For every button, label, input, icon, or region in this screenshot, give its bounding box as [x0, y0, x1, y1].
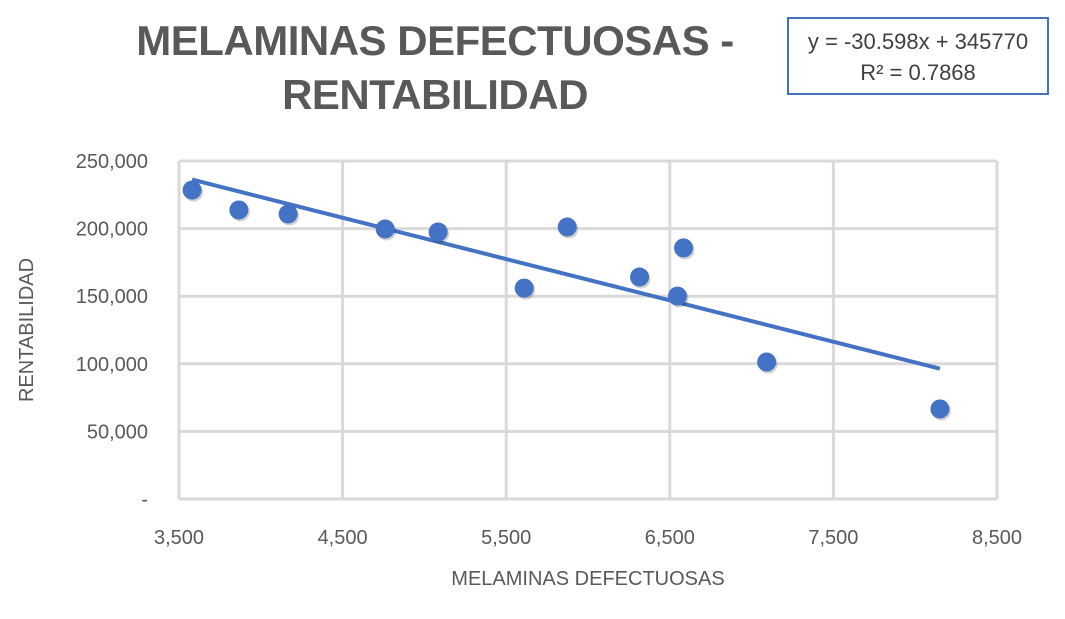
- y-tick-label: 50,000: [87, 421, 148, 443]
- data-point: [514, 278, 534, 298]
- y-tick-label: 150,000: [76, 286, 148, 308]
- data-point: [557, 217, 577, 237]
- y-tick-label: 100,000: [76, 354, 148, 376]
- y-axis-label: RENTABILIDAD: [16, 258, 38, 402]
- data-point: [428, 222, 448, 242]
- trendline-group: [191, 177, 941, 371]
- data-point: [930, 399, 950, 419]
- r-squared: R² = 0.7868: [860, 60, 976, 85]
- x-tick-label: 4,500: [318, 527, 368, 549]
- x-tick-label: 7,500: [808, 527, 858, 549]
- data-point: [375, 219, 395, 239]
- x-tick-label: 6,500: [645, 527, 695, 549]
- y-tick-label: -: [141, 489, 148, 511]
- data-points: [182, 180, 951, 421]
- tick-labels: 3,500 4,500 5,500 6,500 7,500 8,500 - 50,000 100…: [76, 151, 1022, 549]
- data-point: [278, 204, 298, 224]
- chart-title: MELAMINAS DEFECTUOSAS - RENTABILIDAD: [136, 17, 734, 118]
- x-tick-label: 5,500: [481, 527, 531, 549]
- grid: [177, 159, 999, 501]
- data-point: [182, 180, 202, 200]
- trendline-equation: y = -30.598x + 345770: [807, 29, 1029, 54]
- x-tick-label: 8,500: [972, 527, 1022, 549]
- data-point: [667, 286, 687, 306]
- x-tick-label: 3,500: [154, 527, 204, 549]
- trendline-equation-box: y = -30.598x + 345770 R² = 0.7868: [787, 17, 1049, 95]
- data-point: [630, 267, 650, 287]
- x-axis-label: MELAMINAS DEFECTUOSAS: [451, 568, 724, 590]
- y-tick-label: 250,000: [76, 151, 148, 173]
- y-tick-label: 200,000: [76, 219, 148, 241]
- data-point: [757, 352, 777, 372]
- data-point: [674, 238, 694, 258]
- data-point: [229, 200, 249, 220]
- trendline: [191, 177, 941, 371]
